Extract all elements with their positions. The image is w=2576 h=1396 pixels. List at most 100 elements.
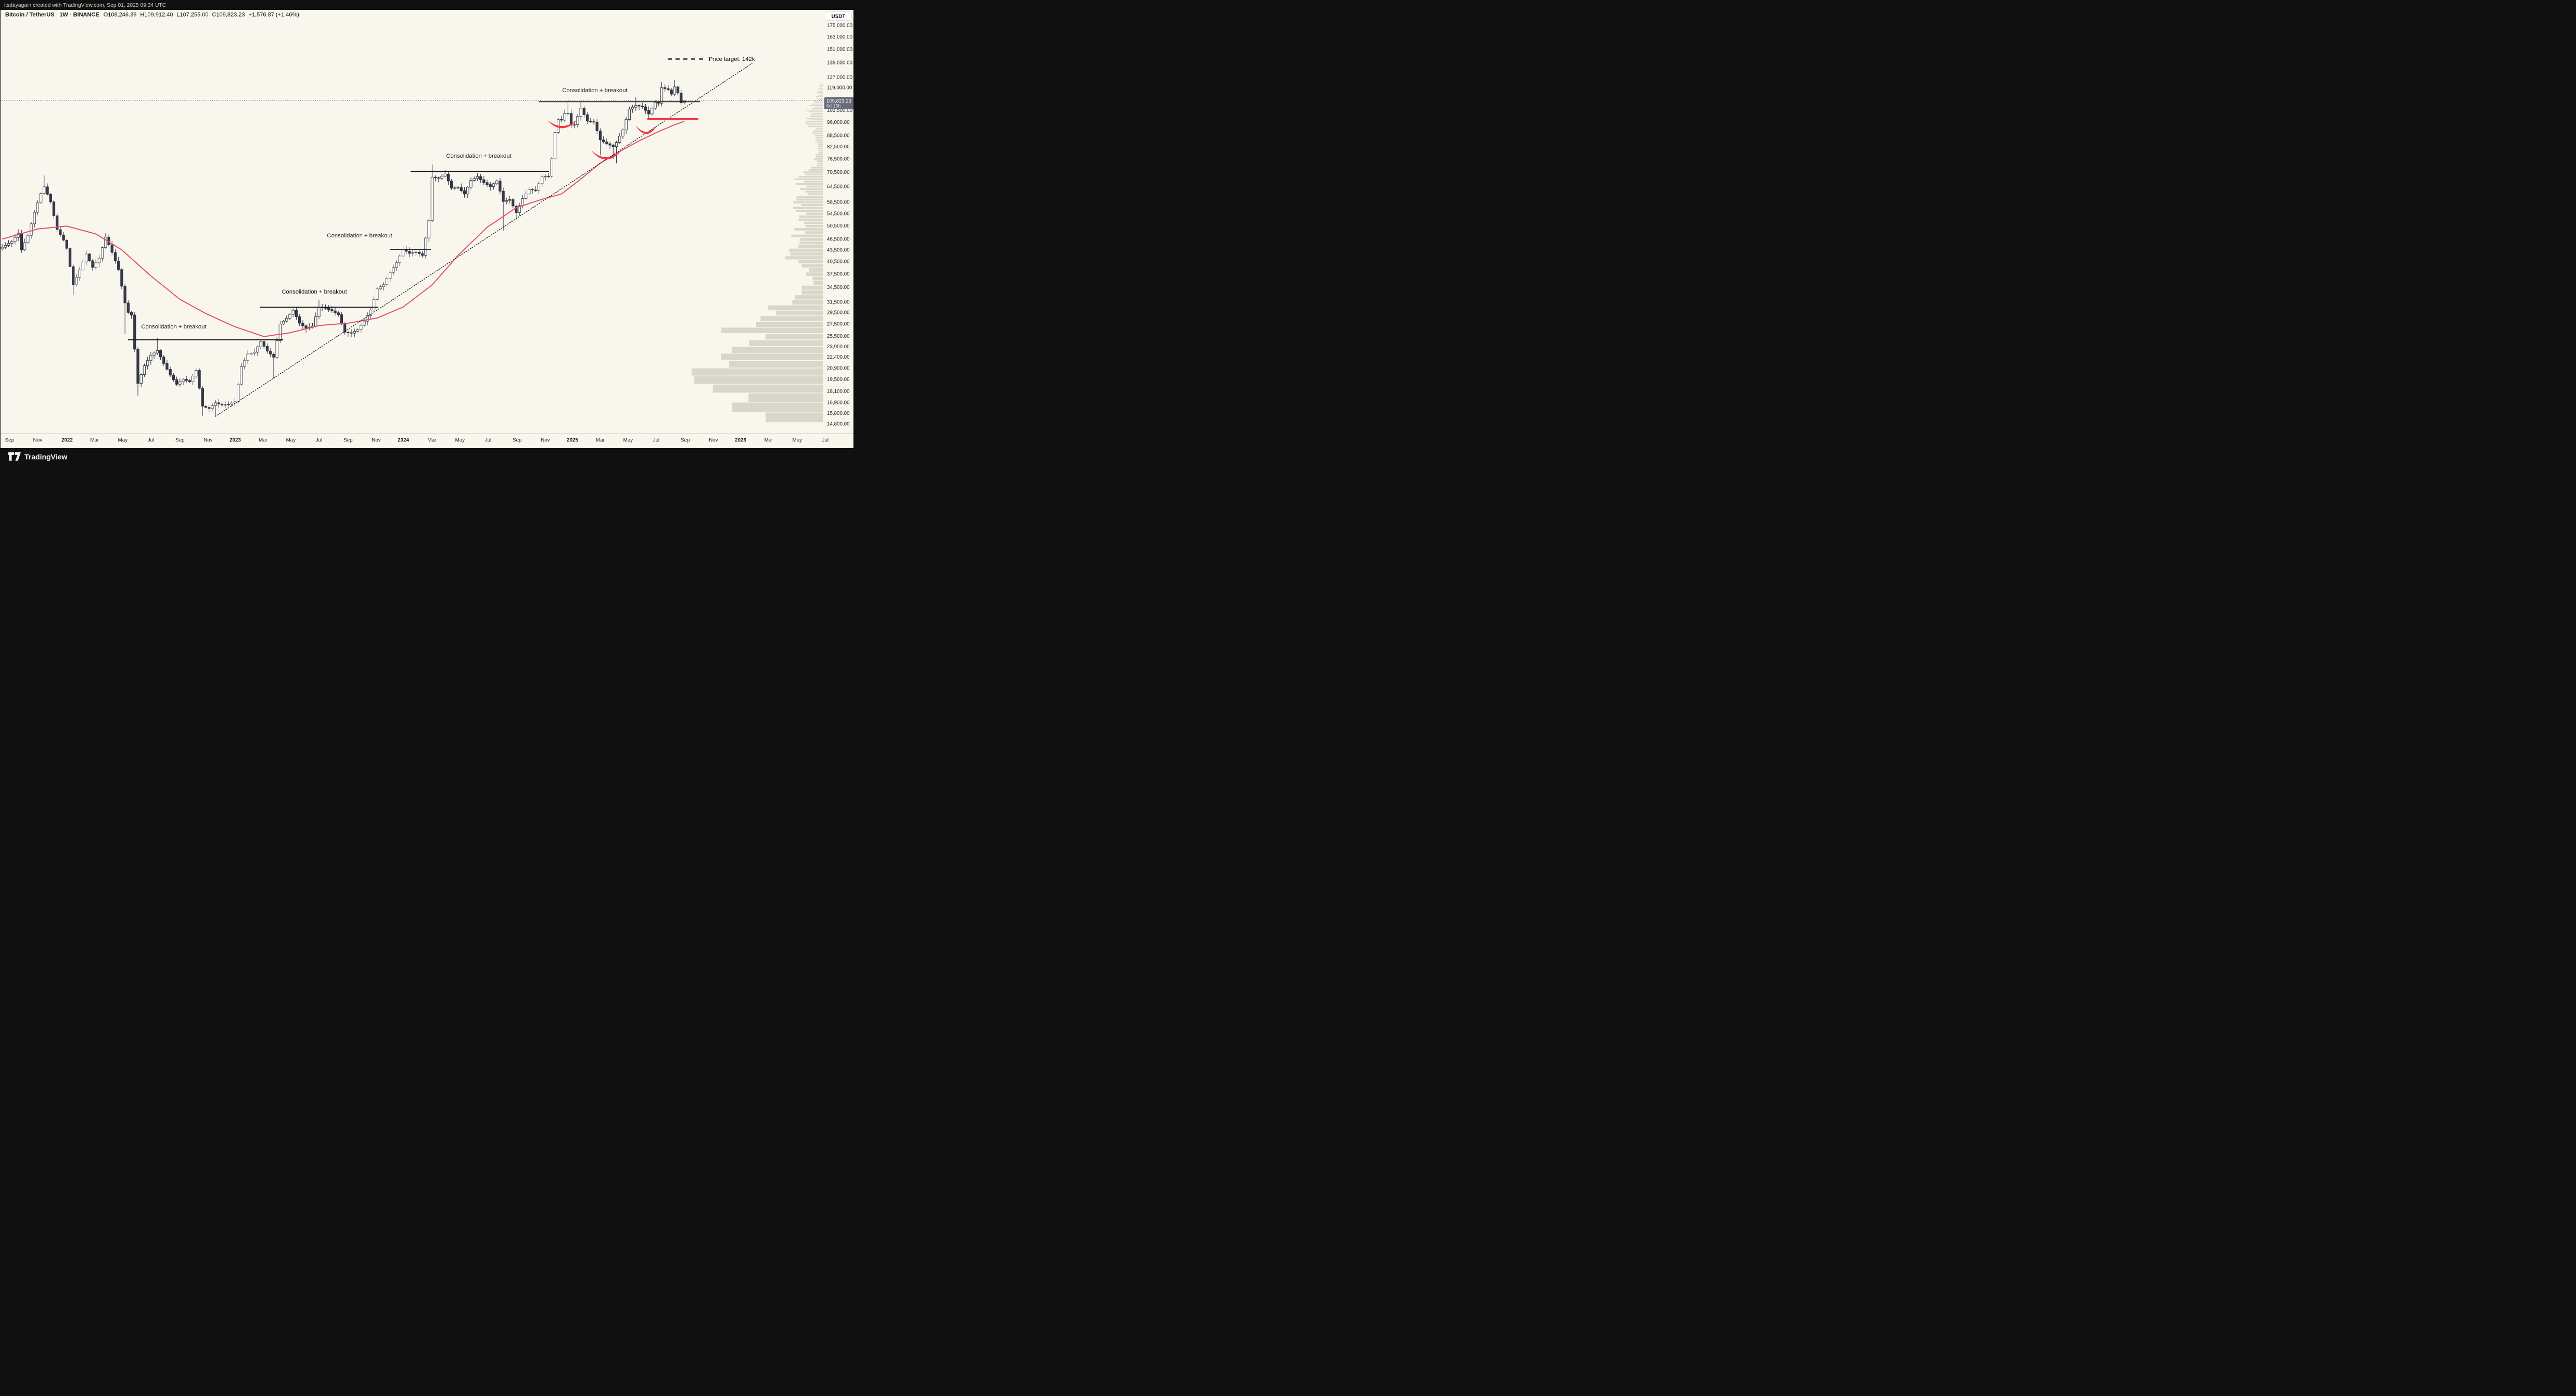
volume-profile-bar xyxy=(799,215,823,218)
volume-profile-bar xyxy=(815,96,823,97)
time-tick-label: Nov xyxy=(541,438,550,443)
consolidation-label: Consolidation + breakout xyxy=(327,233,392,239)
candle xyxy=(91,259,94,271)
curve-arc[interactable] xyxy=(636,126,657,134)
trendline[interactable] xyxy=(215,63,753,417)
time-tick-label: May xyxy=(455,438,465,443)
candle xyxy=(43,175,46,195)
candle xyxy=(369,308,372,320)
candle xyxy=(528,187,531,196)
candle xyxy=(208,405,211,412)
price-target-annotation[interactable]: Price target: 142k xyxy=(668,56,755,62)
red-drawings[interactable] xyxy=(548,118,698,160)
volume-profile-bar xyxy=(803,171,823,173)
volume-profile-bar xyxy=(712,384,823,393)
candle xyxy=(59,226,62,237)
time-tick-label: May xyxy=(286,438,296,443)
candle xyxy=(253,348,256,356)
tradingview-logo-icon[interactable] xyxy=(8,452,21,461)
curve-arc[interactable] xyxy=(548,121,576,129)
price-axis[interactable]: 175,000.00 163,000.00 151,000.00 139,000.00… xyxy=(824,11,854,427)
candle xyxy=(531,188,534,194)
symbol-title[interactable]: Bitcoin / TetherUS xyxy=(5,12,55,18)
time-tick-label: Jul xyxy=(485,438,492,443)
volume-profile-bar xyxy=(793,207,823,209)
time-tick-label: 2026 xyxy=(735,438,746,443)
volume-profile-bar xyxy=(806,185,823,188)
candle xyxy=(508,196,512,204)
candle xyxy=(566,103,569,116)
volume-profile-bar xyxy=(817,92,823,93)
candle xyxy=(288,313,291,320)
price-tick-label: 96,000.00 xyxy=(827,120,850,125)
candle xyxy=(347,330,350,337)
price-tick-label: 31,500.00 xyxy=(827,299,850,305)
candle xyxy=(113,249,117,264)
consolidation-annotations[interactable]: Consolidation + breakout Consolidation + … xyxy=(128,87,700,340)
candle xyxy=(563,109,566,122)
candle xyxy=(447,171,450,185)
volume-profile-bar xyxy=(785,256,823,260)
candle xyxy=(382,282,385,291)
volume-profile-bar xyxy=(793,201,823,204)
price-tick-label: 175,000.00 xyxy=(827,23,853,29)
candle xyxy=(97,254,101,268)
price-tick-label: 20,900.00 xyxy=(827,365,850,371)
price-tick-label: 58,500.00 xyxy=(827,200,850,206)
candle xyxy=(463,187,466,198)
candle xyxy=(337,311,340,317)
candle xyxy=(269,348,272,358)
volume-profile-bar xyxy=(811,108,823,109)
volume-profile-bar xyxy=(818,150,823,151)
candle xyxy=(146,357,149,370)
candle xyxy=(130,311,133,319)
currency-button[interactable] xyxy=(825,11,852,21)
tradingview-logo-text[interactable]: TradingView xyxy=(24,453,67,461)
time-tick-label: Jul xyxy=(822,438,829,443)
candle xyxy=(395,260,398,271)
volume-profile-bar xyxy=(808,169,823,171)
volume-profile-bar xyxy=(815,128,823,129)
candle xyxy=(240,363,243,386)
candle xyxy=(327,305,330,312)
price-tick-label: 22,400.00 xyxy=(827,354,850,360)
candle xyxy=(360,323,363,333)
candle xyxy=(417,249,421,257)
time-tick-label: 2025 xyxy=(567,438,578,443)
time-axis[interactable]: Sep Nov 2022 Mar May Jul Sep Nov 2023 Mar May Jul Se… xyxy=(1,433,853,443)
time-tick-label: Mar xyxy=(764,438,774,443)
candle xyxy=(217,399,220,408)
price-tick-label: 103,500.00 xyxy=(827,108,853,113)
candlestick-series xyxy=(1,80,686,417)
candle xyxy=(469,177,473,189)
candle xyxy=(227,401,230,407)
candle xyxy=(440,174,443,181)
volume-profile-bar xyxy=(812,131,823,133)
volume-profile-bar xyxy=(814,135,823,136)
price-tick-label: 151,000.00 xyxy=(827,47,853,53)
candle xyxy=(33,210,36,228)
volume-profile-bar xyxy=(816,164,823,167)
volume-profile-bar xyxy=(800,188,823,191)
interval-label[interactable]: 1W xyxy=(59,12,68,18)
volume-profile-bar xyxy=(749,340,823,346)
time-tick-label: Nov xyxy=(203,438,213,443)
price-tick-label: 25,500.00 xyxy=(827,334,850,339)
volume-profile-bar xyxy=(815,154,823,156)
volume-profile-bar xyxy=(808,126,823,128)
candle xyxy=(65,239,68,251)
candle xyxy=(149,351,152,365)
volume-profile-bar xyxy=(818,146,823,148)
volume-profile-bar xyxy=(817,160,823,162)
trendline-drawing[interactable] xyxy=(215,63,753,417)
curve-arc[interactable] xyxy=(592,151,621,160)
candle xyxy=(198,368,201,390)
price-tick-label: 16,900.00 xyxy=(827,400,850,405)
candle xyxy=(618,133,621,144)
time-tick-label: Jul xyxy=(316,438,323,443)
candle xyxy=(641,103,644,109)
candle xyxy=(589,118,592,123)
candle xyxy=(544,174,547,181)
volume-profile-bar xyxy=(721,353,823,360)
volume-profile-bar xyxy=(729,361,823,368)
